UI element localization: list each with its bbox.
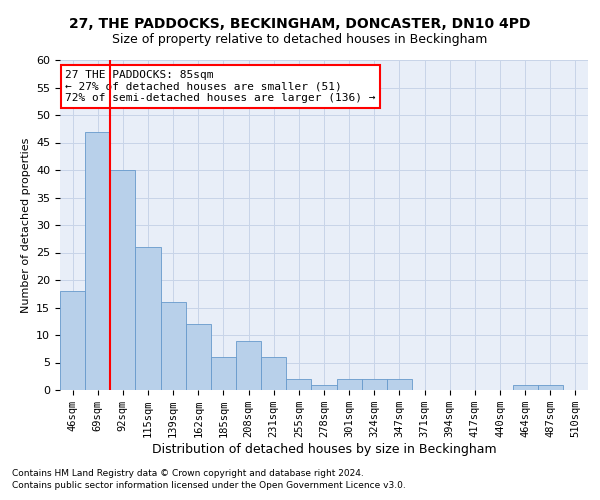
Text: 27 THE PADDOCKS: 85sqm
← 27% of detached houses are smaller (51)
72% of semi-det: 27 THE PADDOCKS: 85sqm ← 27% of detached… — [65, 70, 376, 103]
Text: 27, THE PADDOCKS, BECKINGHAM, DONCASTER, DN10 4PD: 27, THE PADDOCKS, BECKINGHAM, DONCASTER,… — [69, 18, 531, 32]
X-axis label: Distribution of detached houses by size in Beckingham: Distribution of detached houses by size … — [152, 443, 496, 456]
Bar — [387, 379, 412, 390]
Bar — [538, 384, 563, 390]
Bar — [60, 291, 85, 390]
Bar — [512, 384, 538, 390]
Bar — [236, 340, 261, 390]
Text: Contains public sector information licensed under the Open Government Licence v3: Contains public sector information licen… — [12, 481, 406, 490]
Bar — [311, 384, 337, 390]
Bar — [337, 379, 362, 390]
Bar — [136, 247, 161, 390]
Bar — [211, 357, 236, 390]
Bar — [261, 357, 286, 390]
Bar — [286, 379, 311, 390]
Bar — [85, 132, 110, 390]
Bar — [110, 170, 136, 390]
Bar — [362, 379, 387, 390]
Bar — [186, 324, 211, 390]
Text: Contains HM Land Registry data © Crown copyright and database right 2024.: Contains HM Land Registry data © Crown c… — [12, 468, 364, 477]
Y-axis label: Number of detached properties: Number of detached properties — [20, 138, 31, 312]
Text: Size of property relative to detached houses in Beckingham: Size of property relative to detached ho… — [112, 32, 488, 46]
Bar — [161, 302, 186, 390]
